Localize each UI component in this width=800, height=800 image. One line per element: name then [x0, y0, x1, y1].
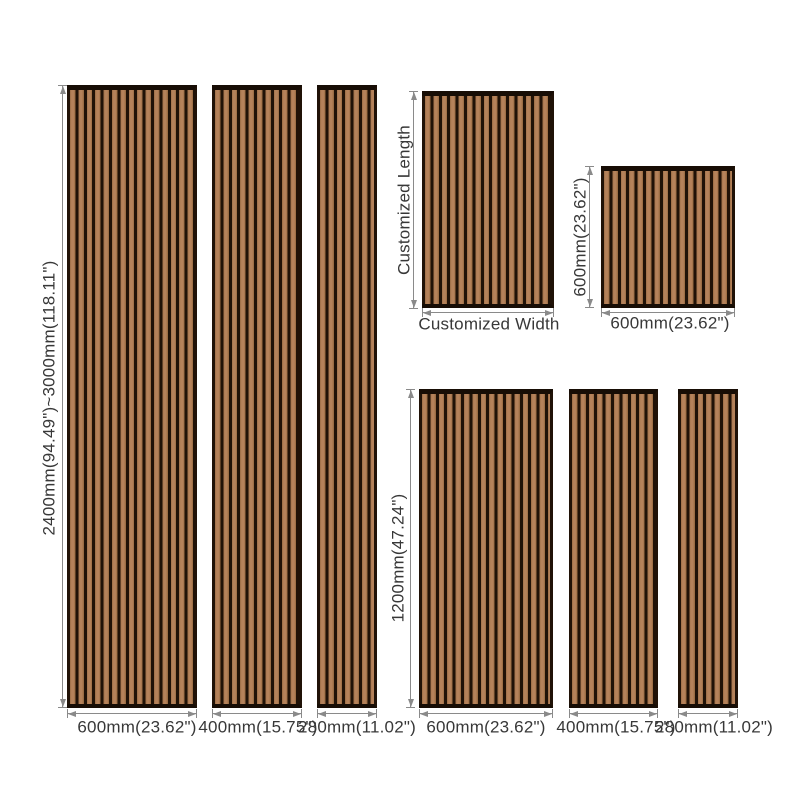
square-height-dimension-line — [585, 166, 594, 308]
tall-280-width-label: 280mm(11.02") — [298, 717, 416, 737]
medium-600-width-dimension-line — [419, 709, 553, 718]
customized-width-dimension-line — [422, 308, 554, 317]
slat-panel-medium-600 — [419, 389, 553, 708]
tall-600-width-dimension-line — [67, 709, 197, 718]
medium-height-dimension-line — [406, 389, 415, 708]
customized-width-label: Customized Width — [418, 314, 560, 334]
square-width-label: 600mm(23.62") — [610, 313, 730, 333]
tall-height-dimension-line — [58, 85, 67, 708]
medium-280-width-label: 280mm(11.02") — [655, 717, 773, 737]
medium-280-width-dimension-line — [678, 709, 738, 718]
customized-length-dimension-line — [409, 91, 418, 309]
slat-panel-tall-280 — [317, 85, 377, 708]
tall-400-width-dimension-line — [212, 709, 302, 718]
medium-600-width-label: 600mm(23.62") — [426, 717, 546, 737]
square-width-dimension-line — [601, 308, 735, 317]
slat-panel-tall-600 — [67, 85, 197, 708]
medium-height-label: 1200mm(47.24") — [388, 493, 408, 623]
slat-panel-customized — [422, 91, 554, 308]
tall-280-width-dimension-line — [317, 709, 377, 718]
tall-600-width-label: 600mm(23.62") — [77, 717, 197, 737]
medium-400-width-dimension-line — [569, 709, 658, 718]
slat-panel-medium-400 — [569, 389, 658, 708]
slat-panel-medium-280 — [678, 389, 738, 708]
tall-400-width-label: 400mm(15.75") — [198, 717, 318, 737]
medium-400-width-label: 400mm(15.75") — [556, 717, 676, 737]
slat-panel-tall-400 — [212, 85, 302, 708]
tall-height-label: 2400mm(94.49")~3000mm(118.11") — [39, 260, 59, 536]
slat-panel-600x600 — [601, 166, 735, 308]
